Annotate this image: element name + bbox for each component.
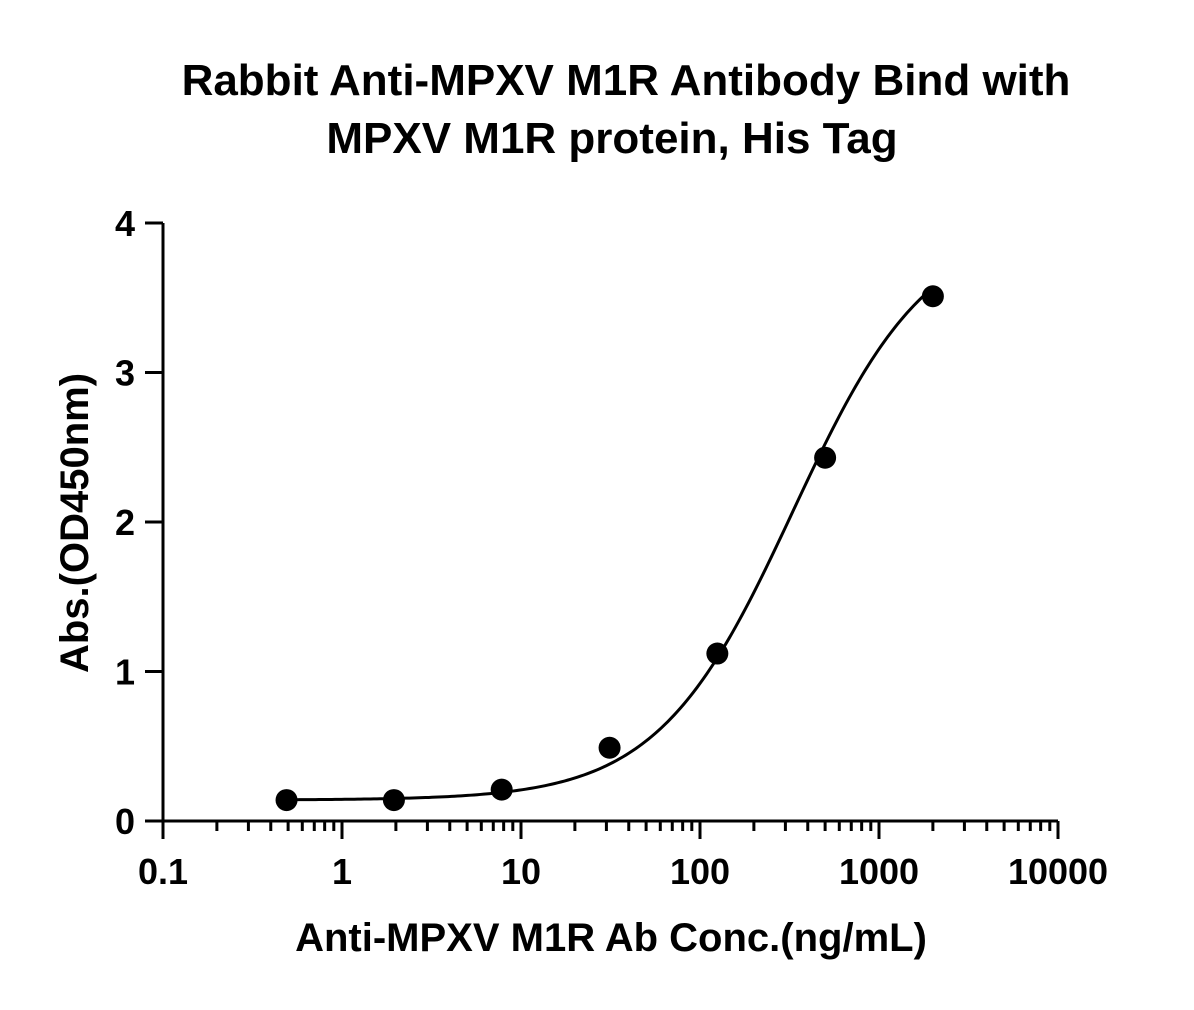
y-tick-label: 1 <box>115 652 135 693</box>
y-tick-label: 0 <box>115 801 135 842</box>
data-point <box>814 446 837 469</box>
data-point <box>490 778 513 801</box>
data-point <box>382 789 405 812</box>
x-axis-label: Anti-MPXV M1R Ab Conc.(ng/mL) <box>295 916 927 960</box>
x-tick-label: 1000 <box>839 851 919 892</box>
x-tick-label: 100 <box>670 851 730 892</box>
data-point <box>921 285 944 308</box>
fit-curve <box>286 286 934 802</box>
data-point <box>275 789 298 812</box>
x-tick-label: 10 <box>501 851 541 892</box>
chart-title-line-2: MPXV M1R protein, His Tag <box>326 114 897 163</box>
chart-title-line-1: Rabbit Anti-MPXV M1R Antibody Bind with <box>182 56 1071 105</box>
data-point <box>706 642 729 665</box>
data-point <box>598 736 621 759</box>
y-tick-label: 4 <box>115 203 135 244</box>
y-tick-label: 3 <box>115 353 135 394</box>
x-tick-label: 1 <box>332 851 352 892</box>
fit-curve-group <box>286 286 934 802</box>
data-points <box>275 285 944 812</box>
axes: 0 1 2 3 4 0.1 1 10 100 1000 10000 <box>115 203 1108 892</box>
y-axis-label: Abs.(OD450nm) <box>53 373 97 673</box>
x-tick-label: 0.1 <box>138 851 188 892</box>
y-tick-label: 2 <box>115 502 135 543</box>
x-tick-label: 10000 <box>1008 851 1108 892</box>
